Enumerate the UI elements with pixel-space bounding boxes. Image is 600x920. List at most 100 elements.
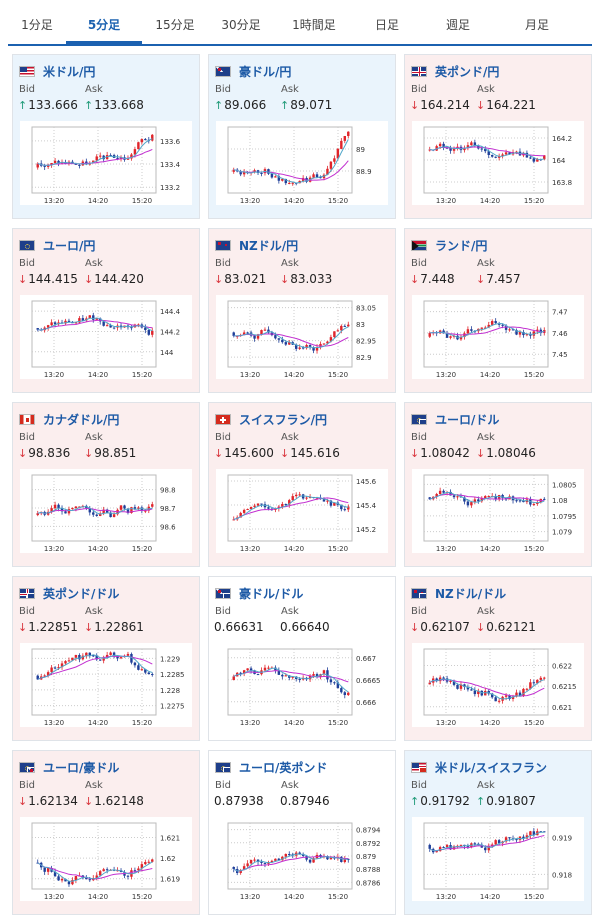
- tab-6[interactable]: 日足: [374, 18, 399, 32]
- rate-card[interactable]: ユーロ/円 Bid Ask ↓144.415 ↓144.420 144.4 144.2 144…: [12, 228, 200, 393]
- ask-value: ↑0.91807: [476, 794, 536, 808]
- candle-body: [490, 693, 494, 698]
- candlestick-chart[interactable]: 89 88.9 13:20 14:20 15:20: [216, 121, 388, 205]
- rate-card[interactable]: スイスフラン/円 Bid Ask ↓145.600 ↓145.616 145.6 145.4…: [208, 402, 396, 567]
- rate-card[interactable]: 豪ドル/円 Bid Ask ↑89.066 ↑89.071 89 88.9 13:20 14:2…: [208, 54, 396, 219]
- tab-1[interactable]: 1分足: [21, 18, 53, 32]
- rate-card[interactable]: ユーロ/ドル Bid Ask ↓1.08042 ↓1.08046 1.0805 1.08 1.…: [404, 402, 592, 567]
- candle-body: [484, 149, 487, 152]
- candle-body: [50, 667, 53, 673]
- candle-body: [102, 869, 105, 872]
- x-tick-label: 13:20: [240, 893, 260, 901]
- candlestick-chart[interactable]: 1.0805 1.08 1.0795 1.079 13:20 14:20 15:20: [412, 469, 584, 553]
- rate-card[interactable]: カナダドル/円 Bid Ask ↓98.836 ↓98.851 98.8 98.7 98.6 1…: [12, 402, 200, 567]
- x-tick-label: 14:20: [284, 545, 304, 553]
- pair-title-link[interactable]: 豪ドル/ドル: [215, 585, 303, 602]
- candlestick-chart[interactable]: 83.05 83 82.95 82.9 13:20 14:20 15:20: [216, 295, 388, 379]
- bid-value: 0.66631: [214, 620, 264, 634]
- y-tick-label: 1.62: [160, 855, 176, 863]
- ask-value: ↓145.616: [280, 446, 340, 460]
- tab-4[interactable]: 30分足: [221, 18, 261, 32]
- rate-card[interactable]: NZドル/ドル Bid Ask ↓0.62107 ↓0.62121 0.622 0.6215…: [404, 576, 592, 741]
- candle-body: [343, 509, 347, 511]
- bid-number: 1.62134: [28, 794, 78, 808]
- candle-body: [477, 499, 480, 502]
- rate-card[interactable]: ランド/円 Bid Ask ↓7.448 ↓7.457 7.47 7.46 7.45 13:20…: [404, 228, 592, 393]
- arrow-up-icon: ↑: [410, 795, 420, 808]
- pair-title-link[interactable]: 豪ドル/円: [215, 63, 291, 80]
- pair-title-link[interactable]: カナダドル/円: [19, 411, 119, 428]
- pair-title-link[interactable]: 米ドル/スイスフラン: [411, 759, 547, 776]
- candlestick-chart[interactable]: 133.6 133.4 133.2 13:20 14:20 15:20: [20, 121, 192, 205]
- candlestick-chart[interactable]: 0.919 0.918 13:20 14:20 15:20: [412, 817, 584, 901]
- tab-7[interactable]: 週足: [445, 18, 470, 32]
- y-tick-label: 7.46: [552, 330, 568, 338]
- candlestick-chart[interactable]: 7.47 7.46 7.45 13:20 14:20 15:20: [412, 295, 584, 379]
- candle-body: [137, 324, 140, 326]
- tab-8[interactable]: 月足: [524, 18, 549, 32]
- rate-card[interactable]: ユーロ/豪ドル Bid Ask ↓1.62134 ↓1.62148 1.621 1.62 1.…: [12, 750, 200, 915]
- candle-body: [452, 680, 456, 685]
- pair-title-link[interactable]: スイスフラン/円: [215, 411, 327, 428]
- candle-body: [329, 161, 333, 169]
- rate-card[interactable]: 豪ドル/ドル Bid Ask 0.66631 0.66640 0.667 0.6665 0.6…: [208, 576, 396, 741]
- candlestick-chart[interactable]: 0.667 0.6665 0.666 13:20 14:20 15:20: [216, 643, 388, 727]
- ask-label: Ask: [281, 780, 299, 791]
- candle-body: [515, 500, 518, 502]
- candle-body: [130, 507, 133, 514]
- ask-label: Ask: [85, 780, 103, 791]
- candle-body: [260, 172, 263, 174]
- bid-label: Bid: [215, 780, 231, 791]
- pair-title-link[interactable]: ユーロ/英ポンド: [215, 759, 327, 776]
- candle-body: [71, 880, 74, 885]
- tab-3[interactable]: 15分足: [155, 18, 195, 32]
- candlestick-chart[interactable]: 1.229 1.2285 1.228 1.2275 13:20 14:20 15:20: [20, 643, 192, 727]
- rate-card[interactable]: ユーロ/英ポンド Bid Ask 0.87938 0.87946 0.8794 0.8792…: [208, 750, 396, 915]
- candle-body: [466, 329, 470, 334]
- tab-5[interactable]: 1時間足: [292, 18, 336, 32]
- rate-card[interactable]: 英ポンド/円 Bid Ask ↓164.214 ↓164.221 164.2 164 163.…: [404, 54, 592, 219]
- pair-title-link[interactable]: ランド/円: [411, 237, 487, 254]
- candle-body: [85, 652, 88, 656]
- rate-card[interactable]: 米ドル/円 Bid Ask ↑133.666 ↑133.668 133.6 133.4 133…: [12, 54, 200, 219]
- x-tick-label: 15:20: [132, 371, 152, 379]
- rate-card[interactable]: NZドル/円 Bid Ask ↓83.021 ↓83.033 83.05 83 82.95 82…: [208, 228, 396, 393]
- candlestick-chart[interactable]: 0.622 0.6215 0.621 13:20 14:20 15:20: [412, 643, 584, 727]
- ask-label: Ask: [281, 606, 299, 617]
- candle-body: [281, 178, 284, 181]
- candle-body: [116, 870, 119, 872]
- candlestick-chart[interactable]: 164.2 164 163.8 13:20 14:20 15:20: [412, 121, 584, 205]
- chart-svg: 83.05 83 82.95 82.9 13:20 14:20 15:20: [227, 300, 376, 379]
- rate-card[interactable]: 英ポンド/ドル Bid Ask ↓1.22851 ↓1.22861 1.229 1.2285…: [12, 576, 200, 741]
- pair-title-link[interactable]: 英ポンド/円: [411, 63, 499, 80]
- y-tick-label: 0.621: [552, 704, 572, 712]
- candlestick-chart[interactable]: 0.8794 0.8792 0.879 0.8788 0.8786 13:20 14:20 1…: [216, 817, 388, 901]
- candle-body: [442, 847, 445, 849]
- candle-body: [102, 321, 105, 326]
- candle-body: [529, 831, 532, 836]
- candle-body: [144, 139, 147, 141]
- pair-title-link[interactable]: ユーロ/ドル: [411, 411, 499, 428]
- candle-body: [74, 322, 78, 324]
- candle-body: [484, 496, 487, 499]
- x-tick-label: 15:20: [524, 197, 544, 205]
- arrow-down-icon: ↓: [476, 99, 486, 112]
- arrow-down-icon: ↓: [84, 795, 94, 808]
- pair-title-link[interactable]: NZドル/ドル: [411, 585, 506, 602]
- candle-body: [67, 881, 71, 885]
- candlestick-chart[interactable]: 144.4 144.2 144 13:20 14:20 15:20: [20, 295, 192, 379]
- candle-body: [515, 330, 518, 335]
- pair-title-link[interactable]: 英ポンド/ドル: [19, 585, 119, 602]
- candlestick-chart[interactable]: 145.6 145.4 145.2 13:20 14:20 15:20: [216, 469, 388, 553]
- ask-number: 0.66640: [280, 620, 330, 634]
- candlestick-chart[interactable]: 1.621 1.62 1.619 13:20 14:20 15:20: [20, 817, 192, 901]
- y-tick-label: 144: [160, 349, 174, 357]
- pair-title-link[interactable]: 米ドル/円: [19, 63, 95, 80]
- tab-2[interactable]: 5分足: [66, 6, 142, 44]
- pair-title-link[interactable]: ユーロ/豪ドル: [19, 759, 119, 776]
- rate-card[interactable]: 米ドル/スイスフラン Bid Ask ↑0.91792 ↑0.91807 0.919 0.9…: [404, 750, 592, 915]
- candlestick-chart[interactable]: 98.8 98.7 98.6 13:20 14:20 15:20: [20, 469, 192, 553]
- candle-body: [112, 652, 116, 657]
- pair-title-link[interactable]: NZドル/円: [215, 237, 298, 254]
- pair-title-link[interactable]: ユーロ/円: [19, 237, 95, 254]
